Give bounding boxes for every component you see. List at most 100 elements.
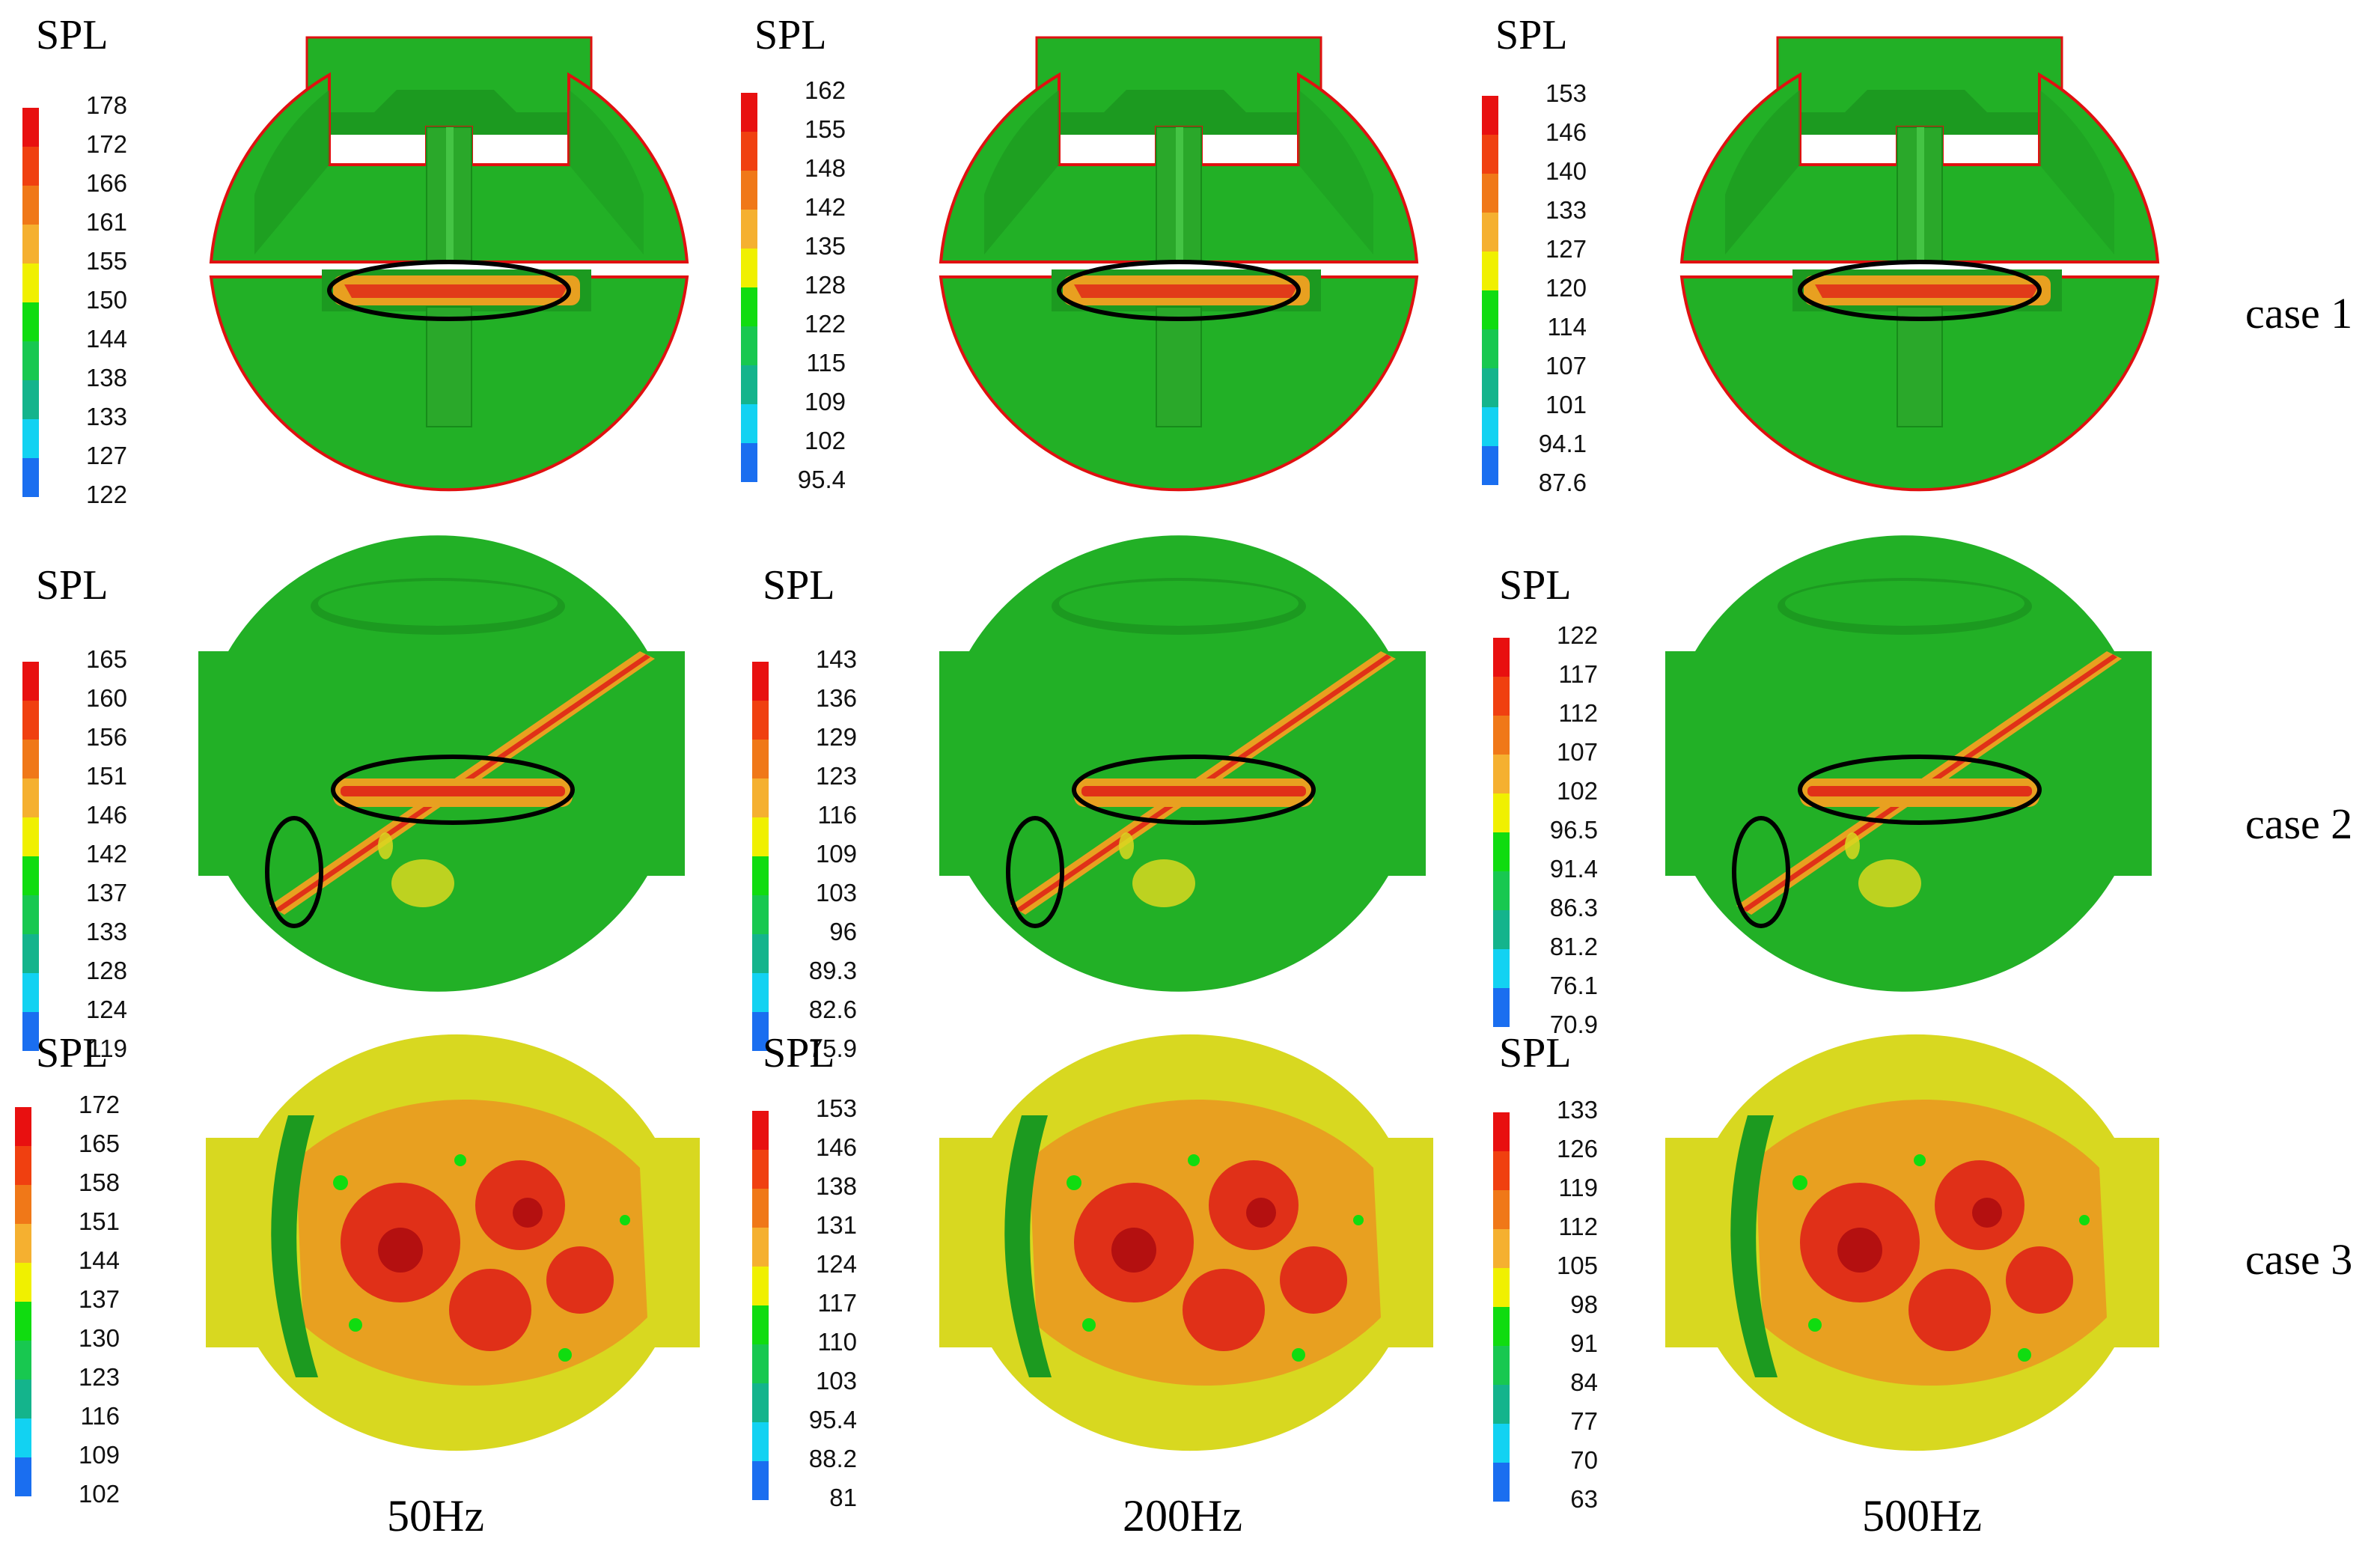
contour-case2-200hz [939, 535, 1426, 992]
contour-case1-500hz [1682, 37, 2158, 490]
legend-tick-label: 153 [1546, 79, 1587, 107]
legend-tick-label: 76.1 [1550, 972, 1598, 999]
legend-color-band [1493, 677, 1510, 716]
legend-tick-label: 81.2 [1550, 933, 1598, 960]
color-legend-case2-500hz: SPL 122 117 112 107 102 96.5 91.4 86.3 81.2 76.1 7… [1493, 562, 1598, 1038]
legend-tick-label: 117 [1558, 660, 1598, 688]
legend-title: SPL [1499, 1030, 1572, 1076]
legend-color-band [15, 1185, 31, 1224]
legend-color-band [1482, 329, 1498, 368]
legend-tick-label: 127 [86, 442, 127, 469]
legend-tick-label: 70 [1570, 1446, 1598, 1474]
contour-case3-200hz [939, 1034, 1433, 1451]
legend-color-band [1493, 1190, 1510, 1229]
legend-title: SPL [36, 1030, 109, 1076]
legend-tick-label: 123 [816, 762, 857, 790]
color-legend-case1-200hz: SPL 162 155 148 142 135 128 122 115 109 102 95.4 [741, 12, 846, 493]
legend-tick-label: 95.4 [798, 466, 846, 493]
legend-tick-label: 91 [1570, 1329, 1598, 1357]
legend-color-band [741, 287, 757, 326]
legend-tick-label: 124 [816, 1250, 857, 1278]
contour-case1-50hz [211, 37, 687, 490]
legend-tick-label: 151 [86, 762, 127, 790]
legend-color-band [1482, 407, 1498, 446]
legend-tick-label: 165 [86, 645, 127, 673]
legend-tick-label: 162 [805, 76, 846, 104]
legend-tick-label: 130 [79, 1324, 120, 1352]
legend-color-band [22, 662, 39, 701]
legend-tick-label: 133 [1557, 1096, 1598, 1124]
legend-tick-label: 120 [1546, 274, 1587, 302]
case-label-1: case 1 [2245, 289, 2352, 338]
legend-color-band [752, 1383, 769, 1422]
legend-tick-label: 95.4 [809, 1406, 857, 1433]
legend-color-band [1493, 949, 1510, 988]
contour-case1-200hz [941, 37, 1417, 490]
legend-title: SPL [763, 562, 835, 609]
legend-tick-label: 96 [829, 918, 857, 945]
legend-tick-label: 142 [86, 840, 127, 868]
legend-tick-label: 86.3 [1550, 894, 1598, 921]
legend-tick-label: 116 [80, 1402, 120, 1430]
legend-tick-label: 81 [829, 1484, 857, 1511]
legend-tick-label: 172 [79, 1091, 120, 1118]
legend-color-band [22, 856, 39, 895]
legend-tick-label: 87.6 [1539, 469, 1587, 496]
legend-tick-label: 127 [1546, 235, 1587, 263]
legend-color-band [1493, 871, 1510, 910]
legend-tick-label: 102 [1557, 777, 1598, 805]
legend-tick-label: 75.9 [809, 1034, 857, 1062]
legend-tick-label: 119 [1558, 1174, 1598, 1201]
legend-color-band [22, 1012, 39, 1051]
legend-color-band [1493, 832, 1510, 871]
legend-color-band [15, 1224, 31, 1263]
legend-color-band [752, 701, 769, 740]
legend-tick-label: 63 [1570, 1485, 1598, 1513]
legend-color-band [741, 365, 757, 404]
legend-tick-label: 109 [805, 388, 846, 415]
legend-tick-label: 115 [806, 349, 846, 377]
legend-color-band [1482, 368, 1498, 407]
legend-tick-label: 98 [1570, 1290, 1598, 1318]
legend-tick-label: 146 [816, 1133, 857, 1161]
legend-color-band [22, 419, 39, 458]
legend-tick-label: 103 [816, 879, 857, 906]
legend-color-band [1493, 793, 1510, 832]
legend-color-band [1493, 1151, 1510, 1190]
legend-color-band [741, 171, 757, 210]
legend-tick-label: 140 [1546, 157, 1587, 185]
legend-title: SPL [36, 12, 109, 58]
legend-color-band [752, 817, 769, 856]
legend-tick-label: 122 [805, 310, 846, 338]
legend-color-band [22, 341, 39, 380]
legend-title: SPL [763, 1030, 835, 1076]
legend-color-band [752, 1150, 769, 1189]
legend-color-band [15, 1146, 31, 1185]
legend-color-band [752, 662, 769, 701]
legend-tick-label: 101 [1546, 391, 1587, 418]
legend-color-band [1493, 1385, 1510, 1424]
legend-tick-label: 114 [1547, 313, 1587, 341]
legend-tick-label: 133 [86, 918, 127, 945]
legend-color-band [22, 895, 39, 934]
contour-case2-500hz [1665, 535, 2152, 992]
legend-color-band [22, 225, 39, 263]
legend-color-band [22, 740, 39, 778]
legend-title: SPL [1495, 12, 1568, 58]
legend-color-band [1482, 213, 1498, 252]
legend-tick-label: 144 [86, 325, 127, 353]
legend-color-band [752, 1267, 769, 1305]
color-legend-case3-500hz: SPL 133 126 119 112 105 98 91 84 77 70 63 [1493, 1030, 1598, 1513]
legend-color-band [1482, 290, 1498, 329]
legend-tick-label: 158 [79, 1168, 120, 1196]
legend-color-band [15, 1341, 31, 1380]
legend-color-band [1482, 135, 1498, 174]
legend-tick-label: 165 [79, 1130, 120, 1157]
legend-tick-label: 160 [86, 684, 127, 712]
legend-color-band [22, 458, 39, 497]
legend-tick-label: 153 [816, 1094, 857, 1122]
legend-tick-label: 161 [86, 208, 127, 236]
legend-color-band [741, 404, 757, 443]
legend-color-band [22, 147, 39, 186]
legend-color-band [22, 817, 39, 856]
